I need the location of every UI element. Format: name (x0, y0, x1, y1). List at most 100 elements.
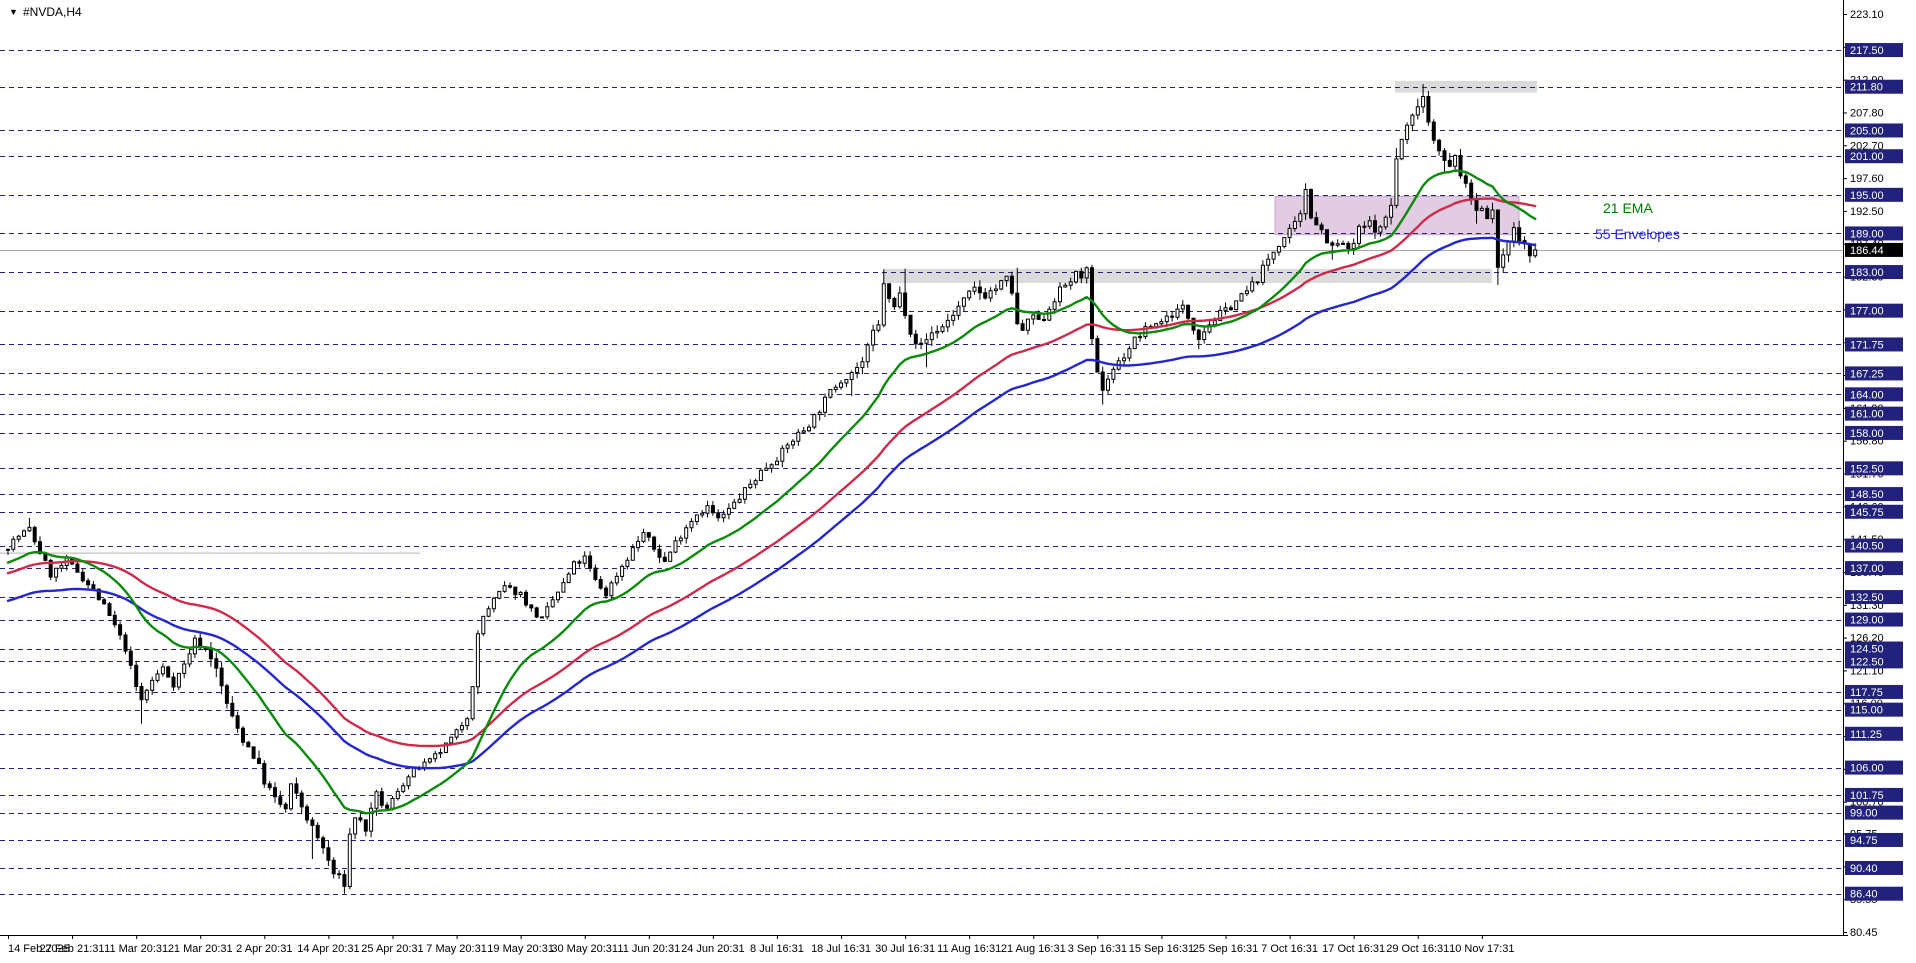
level-price-badge (1845, 123, 1903, 138)
level-price-badge (1845, 886, 1903, 901)
time-tick-label: 18 Jul 16:31 (811, 943, 871, 955)
level-price-badge-label: 189.00 (1850, 228, 1884, 240)
level-price-badge-label: 152.50 (1850, 463, 1884, 475)
time-tick-label: 29 Oct 16:31 (1386, 943, 1449, 955)
level-price-badge-label: 106.00 (1850, 763, 1884, 775)
level-price-badge (1845, 79, 1903, 94)
level-price-badge-label: 94.75 (1850, 835, 1878, 847)
level-price-badge-label: 137.00 (1850, 563, 1884, 575)
envelope-upper-line (6, 197, 1537, 748)
level-price-badge-label: 122.50 (1850, 656, 1884, 668)
level-price-badge-label: 183.00 (1850, 267, 1884, 279)
chart-overlay: ▼ #NVDA,H4 21 EMA 55 Envelopes (9, 5, 1680, 242)
chart-zones (883, 80, 1537, 283)
level-price-badge (1845, 538, 1903, 553)
level-price-badge (1845, 860, 1903, 875)
time-tick-label: 11 Mar 20:31 (104, 943, 168, 955)
level-price-badge (1845, 425, 1903, 440)
level-price-badge (1845, 265, 1903, 280)
level-price-badge (1845, 487, 1903, 502)
level-price-badge (1845, 832, 1903, 847)
level-price-badge (1845, 805, 1903, 820)
price-tick-label: 197.60 (1850, 173, 1884, 185)
time-tick-label: 14 Feb 2025 (8, 943, 70, 955)
level-price-badge (1845, 760, 1903, 775)
level-price-badge-label: 171.75 (1850, 339, 1884, 351)
level-price-badge-label: 195.00 (1850, 190, 1884, 202)
level-price-badge (1845, 387, 1903, 402)
time-tick-label: 24 Jun 20:31 (681, 943, 745, 955)
level-price-badge (1845, 43, 1903, 58)
candles-bearish (32, 96, 1532, 887)
level-price-badge-label: 90.40 (1850, 863, 1878, 875)
level-price-badge (1845, 561, 1903, 576)
time-tick-label: 11 Aug 16:31 (937, 943, 1001, 955)
envelopes-annotation: 55 Envelopes (1595, 226, 1680, 242)
candles (6, 84, 1538, 894)
level-price-badge (1845, 702, 1903, 717)
level-price-badge-label: 148.50 (1850, 489, 1884, 501)
level-price-badge-label: 140.50 (1850, 541, 1884, 553)
price-tick-label: 121.10 (1850, 665, 1884, 677)
level-price-badge (1845, 654, 1903, 669)
level-price-badge-label: 217.50 (1850, 45, 1884, 57)
level-price-badge (1845, 590, 1903, 605)
time-tick-label: 21 Mar 20:31 (168, 943, 233, 955)
time-tick-label: 25 Apr 20:31 (361, 943, 423, 955)
time-tick-label: 21 Aug 16:31 (1001, 943, 1066, 955)
level-price-badge-label: 205.00 (1850, 125, 1884, 137)
level-price-badge (1845, 337, 1903, 352)
price-axis[interactable]: 223.10218.00212.90207.80202.70197.60192.… (1843, 0, 1903, 939)
level-price-badge-label: 117.75 (1850, 687, 1883, 699)
level-price-badge (1845, 641, 1903, 656)
time-tick-label: 25 Sep 16:31 (1193, 943, 1258, 955)
level-price-badge (1845, 187, 1903, 202)
level-price-badge (1845, 726, 1903, 741)
level-price-badge (1845, 504, 1903, 519)
level-price-badge (1845, 684, 1903, 699)
level-price-badge (1845, 226, 1903, 241)
level-price-badge (1845, 612, 1903, 627)
resistance-zone-top (1395, 80, 1537, 93)
indicator-lines (6, 169, 1537, 815)
level-price-badge-label: 177.00 (1850, 306, 1884, 318)
level-price-badge-label: 111.25 (1850, 729, 1882, 741)
gray-lines (0, 250, 1843, 554)
time-tick-label: 19 May 20:31 (487, 943, 554, 955)
price-tick-label: 80.45 (1850, 927, 1878, 939)
level-price-badge (1845, 406, 1903, 421)
level-price-badge (1845, 461, 1903, 476)
level-price-badge-label: 167.25 (1850, 368, 1884, 380)
price-tick-label: 192.50 (1850, 206, 1884, 218)
time-tick-label: 7 May 20:31 (426, 943, 487, 955)
time-tick-label: 11 Jun 20:31 (617, 943, 680, 955)
time-tick-label: 30 May 20:31 (551, 943, 618, 955)
level-price-badge-label: 158.00 (1850, 428, 1884, 440)
symbol-label: #NVDA,H4 (23, 5, 82, 19)
level-price-badge-label: 86.40 (1850, 889, 1878, 901)
level-price-badge-label: 132.50 (1850, 592, 1884, 604)
time-tick-label: 14 Apr 20:31 (297, 943, 359, 955)
ema-line (6, 169, 1537, 815)
time-tick-label: 2 Apr 20:31 (236, 943, 292, 955)
symbol-dropdown-icon[interactable]: ▼ (9, 7, 18, 17)
current-price-badge (1845, 242, 1903, 257)
time-tick-label: 7 Oct 16:31 (1261, 943, 1318, 955)
envelope-lower-line (6, 236, 1537, 770)
price-tick-label: 207.80 (1850, 107, 1884, 119)
level-price-badge (1845, 366, 1903, 381)
time-tick-label: 3 Sep 16:31 (1068, 943, 1127, 955)
level-price-badge-label: 115.00 (1850, 705, 1883, 717)
time-tick-label: 15 Sep 16:31 (1129, 943, 1194, 955)
time-tick-label: 10 Nov 17:31 (1449, 943, 1514, 955)
level-price-badge-label: 161.00 (1850, 409, 1884, 421)
time-tick-label: 27 Feb 21:31 (40, 943, 105, 955)
level-price-badge-label: 124.50 (1850, 644, 1884, 656)
level-price-badge-label: 164.00 (1850, 389, 1884, 401)
time-tick-label: 17 Oct 16:31 (1322, 943, 1385, 955)
level-price-badge (1845, 303, 1903, 318)
level-price-badge-label: 145.75 (1850, 507, 1884, 519)
